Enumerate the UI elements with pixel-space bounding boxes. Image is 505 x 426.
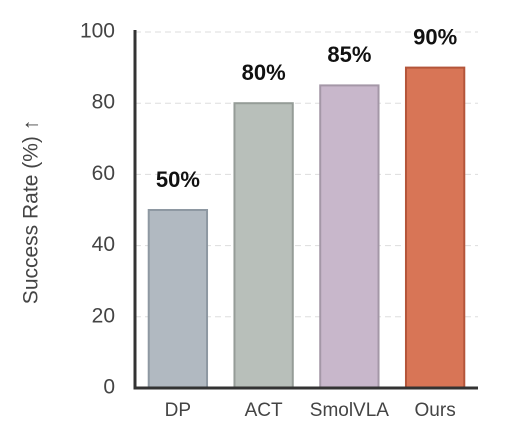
bar: [233, 102, 294, 389]
y-tick-label: 40: [92, 233, 115, 256]
bar: [147, 209, 209, 389]
y-tick-label: 20: [92, 304, 115, 327]
value-label: 85%: [327, 42, 371, 67]
y-tick-label: 100: [80, 20, 115, 43]
value-label: 50%: [156, 167, 200, 192]
y-tick-label: 80: [92, 91, 115, 114]
value-label: 90%: [413, 24, 457, 49]
y-axis-label: Success Rate (%) ↑: [20, 120, 43, 304]
x-tick-label: ACT: [245, 400, 283, 421]
x-tick-label: DP: [165, 400, 191, 421]
value-label: 80%: [242, 60, 286, 85]
bar: [404, 66, 466, 389]
x-tick-label: Ours: [415, 400, 456, 421]
y-tick-label: 0: [103, 376, 115, 399]
bar: [319, 84, 380, 390]
x-tick-label: SmolVLA: [310, 400, 390, 421]
y-tick-label: 60: [92, 162, 115, 185]
